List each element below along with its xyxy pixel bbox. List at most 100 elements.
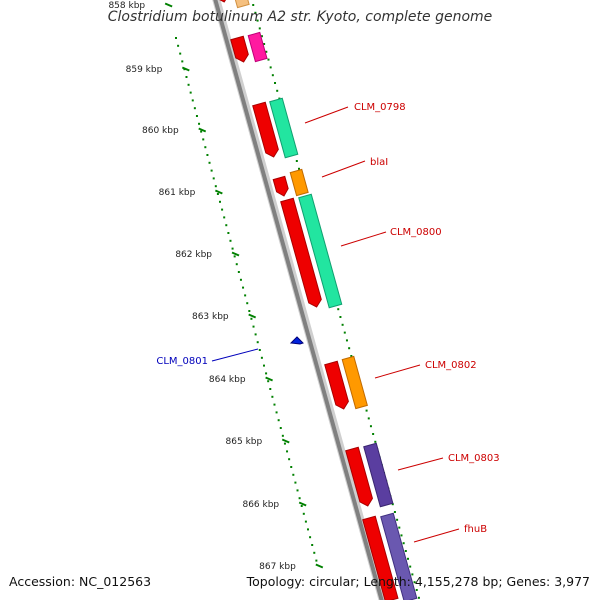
track-dot — [415, 589, 418, 591]
track-dot — [402, 542, 405, 545]
feature-label[interactable]: CLM_0801 — [156, 356, 208, 367]
track-dot — [369, 425, 372, 428]
track-dot — [374, 440, 377, 443]
genome-backbone-core — [213, 0, 385, 605]
track-dot — [267, 58, 270, 61]
scale-tick-mark — [281, 438, 290, 444]
scale-dot — [292, 473, 295, 476]
scale-dot — [286, 450, 289, 453]
scale-dot — [300, 505, 303, 507]
scale-dot — [223, 216, 226, 219]
scale-dot — [206, 154, 209, 156]
scale-dot — [244, 294, 247, 297]
track-dot — [396, 518, 399, 521]
scale-dot — [290, 466, 293, 468]
track-dot — [260, 35, 263, 38]
track-dot — [391, 503, 394, 506]
feature-marker — [289, 336, 304, 345]
gene-labels: CLM_0798 blaI CLM_0800 CLM_0802 CLM_0803 fhuB… — [156, 102, 500, 543]
scale-tick-label: 861 kbp — [159, 188, 196, 198]
scale-dot — [262, 364, 265, 367]
scale-tick-label: 864 kbp — [209, 375, 246, 385]
scale-dot — [179, 52, 182, 55]
scale-tick-mark — [315, 563, 324, 569]
gene-arrow — [219, 0, 227, 3]
scale-dot — [279, 427, 282, 429]
gene-label[interactable]: CLM_0800 — [390, 227, 442, 238]
track-dot — [404, 550, 407, 552]
track-dot — [400, 534, 403, 537]
scale-dot — [189, 91, 192, 94]
scale-dot — [227, 232, 230, 234]
scale-dot — [281, 434, 284, 437]
gene-leader-line — [321, 160, 366, 178]
scale-dot — [246, 302, 249, 305]
scale-tick-mark — [248, 313, 257, 319]
track-dot — [252, 4, 255, 6]
track-dot — [345, 339, 348, 342]
scale-dot — [304, 520, 307, 523]
gene-label[interactable]: CLM_0803 — [448, 453, 500, 464]
gene-label[interactable]: CLM_0798 — [354, 102, 406, 113]
scale-dot — [283, 442, 286, 445]
scale-dot — [271, 395, 274, 398]
gene-arrow — [324, 360, 349, 410]
scale-dot — [267, 380, 270, 383]
scale-dot — [237, 271, 240, 273]
scale-tick-mark — [164, 2, 173, 8]
gene-leader-line — [413, 528, 460, 543]
track-dot — [417, 596, 420, 599]
track-dot — [348, 347, 351, 350]
gene-arrow — [298, 193, 343, 309]
scale-tick-label: 862 kbp — [175, 250, 212, 260]
scale-dot — [204, 146, 207, 149]
gene-track — [219, 0, 418, 603]
scale-dot — [229, 239, 232, 242]
scale-dot — [248, 310, 251, 312]
scale-tick-mark — [214, 189, 223, 195]
gene-arrow — [362, 515, 399, 603]
gene-label[interactable]: blaI — [370, 157, 388, 168]
scale-dot — [218, 200, 221, 203]
feature-leader-line — [211, 348, 259, 362]
gene-arrow — [280, 197, 322, 308]
scale-tick-mark — [181, 66, 190, 72]
gene-label[interactable]: CLM_0802 — [425, 360, 477, 371]
track-dot — [276, 89, 279, 92]
track-dot — [365, 409, 368, 412]
scale-dot — [277, 419, 280, 422]
scale-tick-mark — [231, 251, 240, 257]
scale-dot — [181, 60, 184, 63]
gene-arrow — [363, 442, 394, 508]
scale-dot — [225, 224, 228, 227]
scale-dot — [191, 99, 194, 102]
track-dot — [269, 66, 272, 69]
scale-dot — [200, 130, 203, 133]
scale-dot — [216, 193, 219, 195]
track-dot — [372, 433, 375, 435]
scale-dot — [198, 122, 201, 125]
scale-dot — [296, 489, 299, 492]
gene-arrow — [289, 168, 309, 197]
track-dot — [265, 50, 268, 53]
scale-dot — [239, 278, 242, 281]
gene-arrow — [269, 97, 299, 159]
scale-dot — [252, 325, 255, 328]
genome-stats-text: Topology: circular; Length: 4,155,278 bp… — [246, 574, 590, 589]
scale-dot — [195, 115, 198, 117]
track-dot — [393, 511, 396, 513]
scale-dot — [214, 185, 217, 188]
scale-dot — [212, 177, 215, 180]
scale-dot — [242, 286, 245, 289]
track-dot — [341, 323, 344, 326]
scale-dot — [233, 255, 236, 258]
track-dot — [350, 355, 353, 357]
track-dot — [295, 160, 298, 162]
scale-dot — [273, 403, 276, 406]
gene-label[interactable]: fhuB — [464, 524, 487, 535]
scale-tick-label: 863 kbp — [192, 312, 229, 322]
scale-dot — [309, 536, 312, 539]
scale-dot — [193, 107, 196, 110]
track-dot — [411, 573, 414, 576]
scale-dot — [221, 208, 224, 211]
